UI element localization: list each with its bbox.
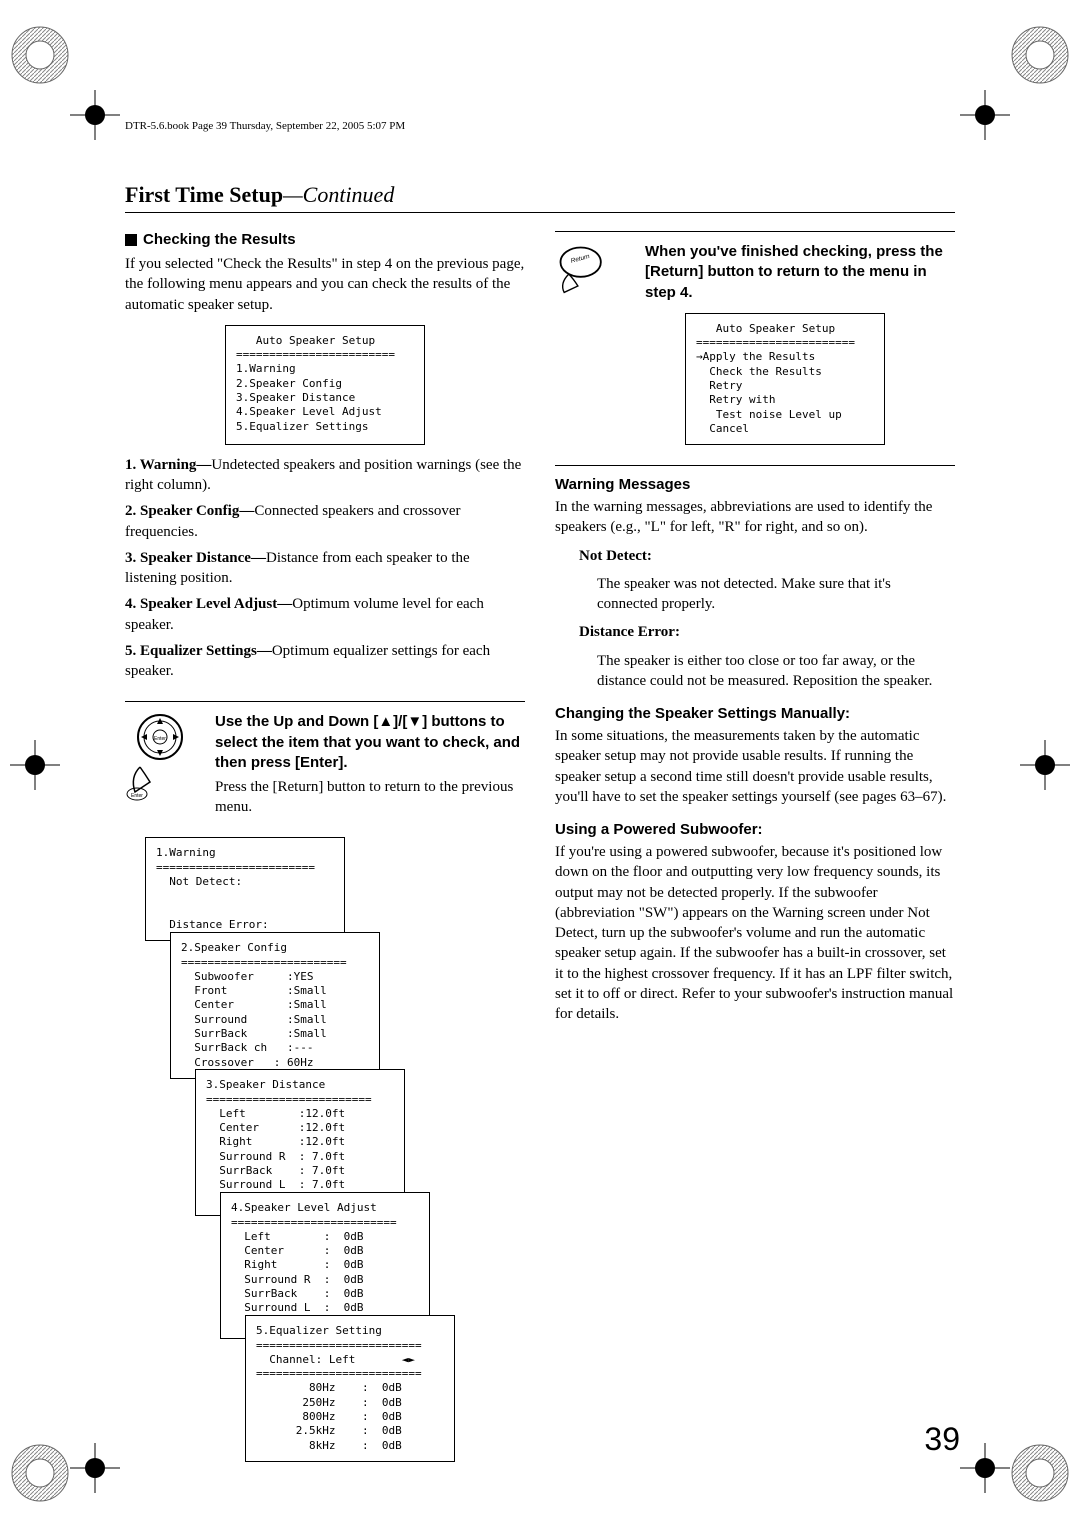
distance-error-text: The speaker is either too close or too f…: [597, 651, 955, 692]
step-box: Enter Enter Use the Up and Down [▲]/[▼] …: [125, 701, 525, 1437]
item-warning: 1. Warning—Undetected speakers and posit…: [125, 455, 525, 496]
step-instruction: Use the Up and Down [▲]/[▼] buttons to s…: [215, 712, 525, 773]
menu-equalizer: 5.Equalizer Setting ====================…: [245, 1315, 455, 1462]
warning-intro: In the warning messages, abbreviations a…: [555, 497, 955, 538]
section-title: First Time Setup—Continued: [125, 182, 955, 213]
menu-warning: 1.Warning ======================== Not D…: [145, 837, 345, 941]
title-continued: —Continued: [283, 182, 394, 207]
warning-messages-heading: Warning Messages: [555, 476, 955, 493]
print-ring-br: [1010, 1443, 1070, 1503]
svg-text:Enter: Enter: [131, 793, 143, 799]
auto-speaker-setup-menu: Auto Speaker Setup =====================…: [225, 325, 425, 445]
powered-sub-heading: Using a Powered Subwoofer:: [555, 821, 955, 838]
item-speaker-level: 4. Speaker Level Adjust—Optimum volume l…: [125, 594, 525, 635]
checking-results-heading: Checking the Results: [125, 231, 525, 248]
item-speaker-config: 2. Speaker Config—Connected speakers and…: [125, 501, 525, 542]
print-ring-tr: [1010, 25, 1070, 85]
crop-bl: [70, 1443, 120, 1493]
title-text: First Time Setup: [125, 182, 283, 207]
item-equalizer: 5. Equalizer Settings—Optimum equalizer …: [125, 641, 525, 682]
right-column: Return When you've finished checking, pr…: [555, 231, 955, 1437]
not-detect-text: The speaker was not detected. Make sure …: [597, 574, 955, 615]
return-step-box: Return When you've finished checking, pr…: [555, 231, 955, 455]
print-ring-tl: [10, 25, 70, 85]
print-ring-bl: [10, 1443, 70, 1503]
return-menu: Auto Speaker Setup =====================…: [685, 313, 885, 445]
cascaded-menus: 1.Warning ======================== Not D…: [125, 827, 525, 1437]
changing-settings-heading: Changing the Speaker Settings Manually:: [555, 705, 955, 722]
return-button-icon: Return: [555, 242, 630, 455]
page-header: DTR-5.6.book Page 39 Thursday, September…: [125, 120, 955, 132]
crop-tr: [960, 90, 1010, 140]
remote-icon: Enter Enter: [125, 712, 200, 827]
crop-ml: [10, 740, 60, 790]
distance-error-heading: Distance Error:: [579, 622, 955, 642]
item-speaker-distance: 3. Speaker Distance—Distance from each s…: [125, 548, 525, 589]
return-instruction: When you've finished checking, press the…: [645, 242, 955, 303]
step-text: Press the [Return] button to return to t…: [215, 777, 525, 818]
left-column: Checking the Results If you selected "Ch…: [125, 231, 525, 1437]
menu-speaker-config: 2.Speaker Config =======================…: [170, 932, 380, 1079]
svg-text:Return: Return: [570, 253, 591, 265]
crop-tl: [70, 90, 120, 140]
crop-mr: [1020, 740, 1070, 790]
changing-settings-text: In some situations, the measurements tak…: [555, 726, 955, 807]
page-number: 39: [924, 1421, 960, 1458]
crop-br: [960, 1443, 1010, 1493]
not-detect-heading: Not Detect:: [579, 546, 955, 566]
svg-text:Enter: Enter: [154, 736, 166, 742]
intro-text: If you selected "Check the Results" in s…: [125, 254, 525, 315]
powered-sub-text: If you're using a powered subwoofer, bec…: [555, 842, 955, 1024]
